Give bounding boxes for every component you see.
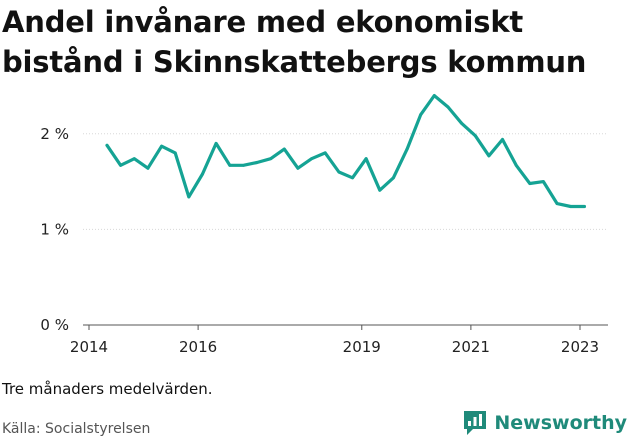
data-point <box>146 166 150 170</box>
data-point <box>501 138 504 141</box>
x-axis: 2014 2016 2019 2021 2023 <box>70 324 608 356</box>
data-point <box>569 205 573 208</box>
chart-title: Andel invånare med ekonomiskt bistånd i … <box>2 5 587 79</box>
series-line <box>105 93 587 209</box>
data-point <box>214 141 218 145</box>
data-point <box>173 151 177 155</box>
y-tick-label: 2 % <box>40 125 69 143</box>
gridlines <box>83 133 608 230</box>
data-point <box>528 182 532 185</box>
data-point <box>310 157 313 161</box>
data-point <box>473 134 477 138</box>
data-point <box>323 151 327 155</box>
data-point <box>582 205 586 208</box>
data-point <box>282 147 286 151</box>
data-point <box>228 163 232 167</box>
data-point <box>160 144 163 148</box>
data-point <box>132 157 136 161</box>
data-point <box>514 163 518 167</box>
data-point <box>255 161 259 164</box>
data-point <box>378 188 382 192</box>
y-axis-labels: 0 % 1 % 2 % <box>40 125 69 334</box>
chart-note: Tre månaders medelvärden. <box>2 380 213 398</box>
data-point <box>487 154 491 158</box>
x-tick-label: 2019 <box>343 338 381 356</box>
data-point <box>405 147 409 151</box>
y-tick-label: 0 % <box>40 316 69 334</box>
data-point <box>269 157 273 161</box>
data-point <box>446 105 450 109</box>
data-series <box>105 93 587 209</box>
data-point <box>432 94 436 97</box>
data-point <box>187 195 191 199</box>
data-point <box>119 163 123 167</box>
data-point <box>542 180 545 184</box>
data-point <box>351 176 354 180</box>
data-point <box>419 113 423 117</box>
x-tick-label: 2014 <box>70 338 108 356</box>
data-point <box>460 121 464 125</box>
data-point <box>337 170 341 174</box>
data-point <box>555 202 559 205</box>
x-tick-label: 2021 <box>452 338 490 356</box>
data-point <box>392 176 395 180</box>
x-tick-label: 2023 <box>561 338 599 356</box>
newsworthy-logo: Newsworthy <box>462 408 627 438</box>
source-label: Källa: Socialstyrelsen <box>2 421 151 437</box>
data-point <box>296 166 300 170</box>
data-point <box>364 157 368 161</box>
data-point <box>241 163 245 167</box>
data-point <box>201 172 204 176</box>
newsworthy-chart-icon <box>464 411 487 435</box>
y-tick-label: 1 % <box>40 220 69 238</box>
x-tick-label: 2016 <box>179 338 217 356</box>
data-point <box>105 143 109 147</box>
brand-name: Newsworthy <box>494 412 627 434</box>
